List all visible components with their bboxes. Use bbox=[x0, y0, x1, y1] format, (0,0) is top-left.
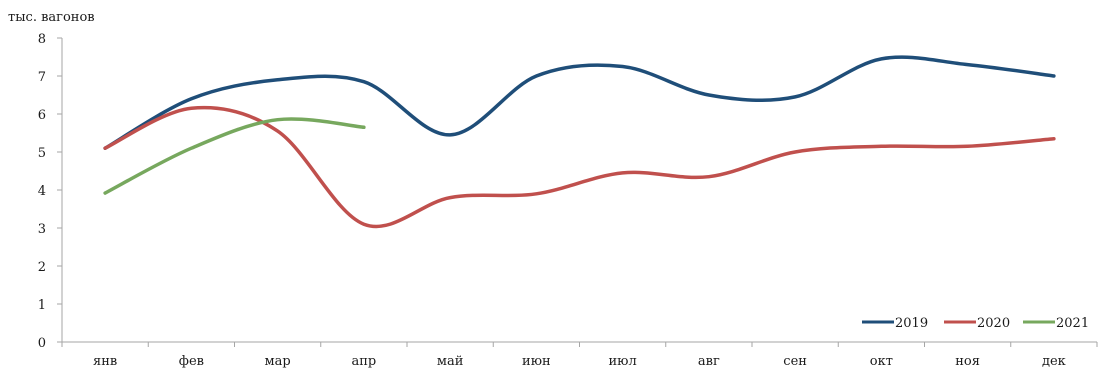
y-tick-label: 7 bbox=[38, 70, 46, 85]
y-tick-label: 6 bbox=[38, 108, 46, 123]
series-lines bbox=[103, 55, 1056, 229]
x-tick-label: авг bbox=[698, 354, 720, 369]
x-tick-label: дек bbox=[1042, 354, 1066, 369]
y-tick-label: 4 bbox=[38, 184, 46, 199]
series-line-2020 bbox=[103, 105, 1056, 229]
y-tick-label: 2 bbox=[38, 260, 46, 275]
legend: 2019 2020 2021 bbox=[862, 316, 1089, 331]
y-tick-label: 5 bbox=[38, 146, 46, 161]
x-tick-label: янв bbox=[93, 354, 117, 369]
y-tick-label: 1 bbox=[38, 298, 46, 313]
series-line-2019 bbox=[103, 55, 1056, 150]
x-tick-label: май bbox=[437, 354, 464, 369]
y-tick-label: 3 bbox=[38, 222, 46, 237]
x-tick-label: окт bbox=[870, 354, 893, 369]
x-tick-label: мар bbox=[265, 354, 291, 369]
y-tick-label: 0 bbox=[38, 336, 46, 351]
y-axis-unit-label: тыс. вагонов bbox=[8, 10, 95, 25]
series-line-2021 bbox=[103, 117, 366, 195]
y-tick-label: 8 bbox=[38, 32, 46, 47]
legend-label-2020: 2020 bbox=[977, 316, 1010, 331]
x-tick-label: июл bbox=[609, 354, 637, 369]
legend-label-2019: 2019 bbox=[895, 316, 928, 331]
x-tick-label: июн bbox=[522, 354, 551, 369]
x-axis-ticks: янв фев мар апр май июн июл авг сен окт ноя дек bbox=[61, 342, 1098, 369]
legend-label-2021: 2021 bbox=[1056, 316, 1089, 331]
x-tick-label: апр bbox=[352, 354, 377, 369]
y-axis-ticks: 0 1 2 3 4 5 6 7 8 bbox=[38, 32, 62, 351]
x-tick-label: сен bbox=[783, 354, 807, 369]
x-tick-label: ноя bbox=[955, 354, 980, 369]
x-tick-label: фев bbox=[179, 354, 204, 369]
